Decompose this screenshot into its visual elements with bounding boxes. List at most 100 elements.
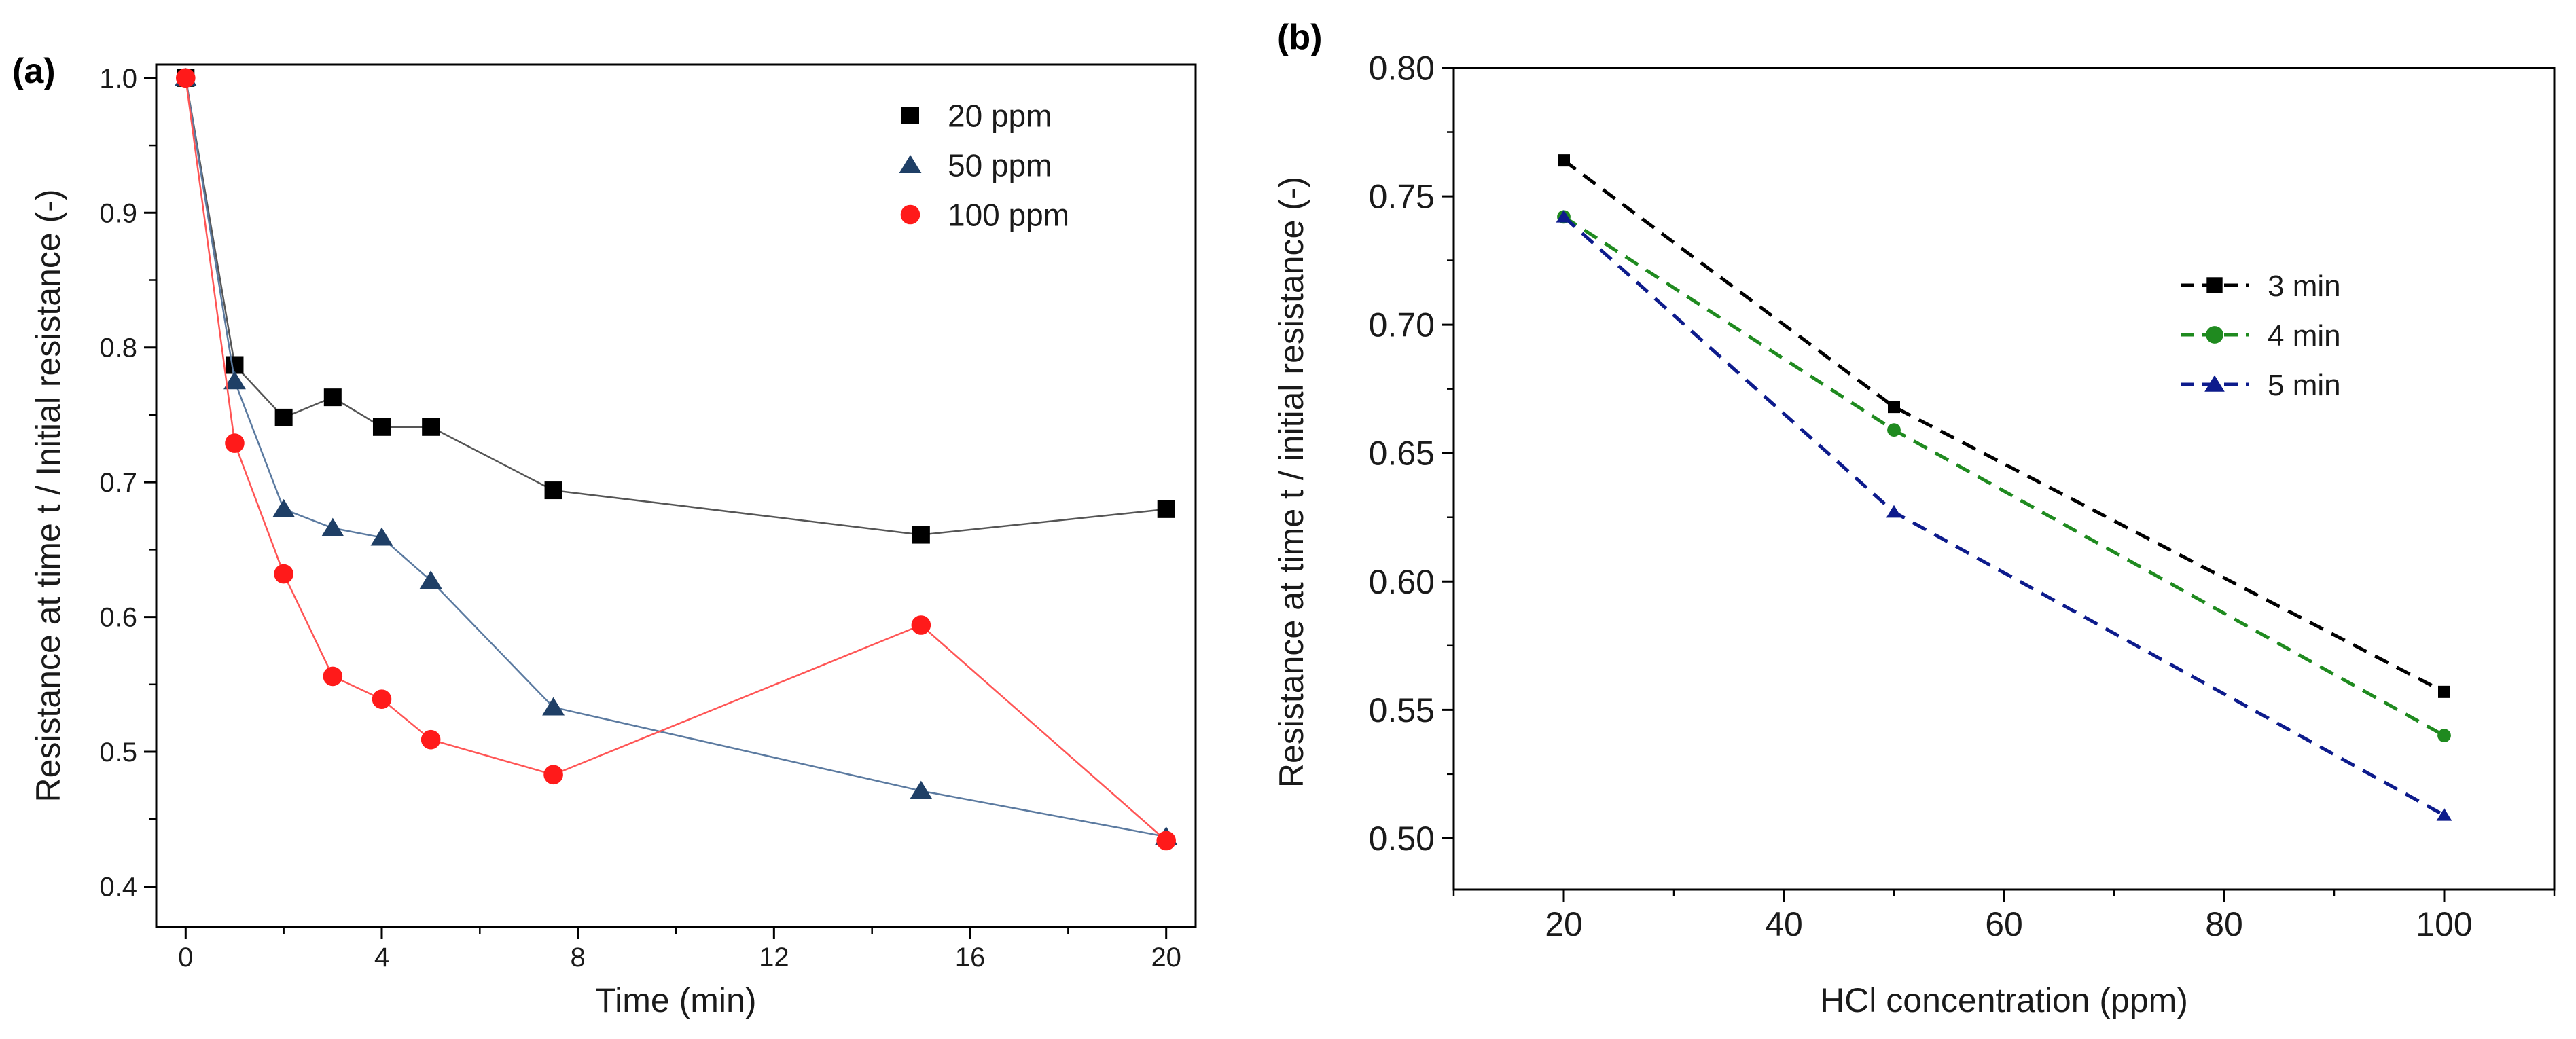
- series-line: [185, 77, 1167, 841]
- y-tick-label: 0.8: [99, 333, 137, 363]
- data-point: [272, 498, 296, 517]
- legend-label: 5 min: [2268, 369, 2341, 402]
- x-tick-label: 40: [1765, 905, 1803, 943]
- y-tick-label: 0.6: [99, 603, 137, 633]
- data-point: [2436, 807, 2452, 821]
- y-tick-label: 0.4: [99, 872, 137, 902]
- legend-marker: [2206, 326, 2223, 344]
- panel-b-x-axis-title: HCl concentration (ppm): [1820, 981, 2188, 1019]
- series-50-ppm: [174, 67, 1178, 845]
- data-point: [1886, 505, 1902, 518]
- series-line: [1562, 159, 2446, 694]
- legend-label: 20 ppm: [948, 98, 1052, 134]
- x-tick-label: 80: [2205, 905, 2243, 943]
- legend-item: 5 min: [2181, 369, 2341, 402]
- panel-a-x-axis-title: Time (min): [595, 981, 756, 1019]
- data-point: [2437, 729, 2451, 743]
- y-tick-label: 0.75: [1369, 178, 1435, 216]
- y-tick-label: 0.65: [1369, 435, 1435, 473]
- data-point: [911, 615, 931, 635]
- y-tick-label: 0.60: [1369, 563, 1435, 601]
- y-tick-label: 0.55: [1369, 691, 1435, 729]
- panel-b-y-axis-title: Resistance at time t / initial resistanc…: [1272, 177, 1310, 788]
- legend-label: 50 ppm: [948, 148, 1052, 183]
- data-point: [1156, 831, 1176, 851]
- legend-item: 4 min: [2181, 319, 2341, 352]
- y-tick-label: 1.0: [99, 64, 137, 94]
- legend-marker: [2204, 375, 2225, 392]
- legend-marker: [901, 107, 919, 124]
- panel-a-legend: 20 ppm 50 ppm 100 ppm: [899, 98, 1069, 233]
- data-point: [542, 697, 565, 716]
- legend-label: 100 ppm: [948, 198, 1069, 233]
- legend-marker: [900, 204, 920, 225]
- series-20-ppm: [177, 69, 1175, 544]
- data-point: [323, 666, 343, 687]
- y-tick-label: 0.70: [1369, 306, 1435, 344]
- panel-a-label: (a): [12, 52, 56, 91]
- legend-item: 50 ppm: [899, 148, 1052, 183]
- panel-b-series-group: [1556, 154, 2452, 821]
- x-tick-label: 4: [374, 943, 389, 972]
- legend-item: 20 ppm: [901, 98, 1052, 134]
- panel-a-y-axis-title: Resistance at time t / Initial resistanc…: [29, 189, 67, 802]
- panel-a-plot-frame: [155, 63, 1197, 928]
- data-point: [372, 418, 391, 436]
- panel-a-series-group: [174, 67, 1178, 851]
- y-tick-label: 0.80: [1369, 50, 1435, 88]
- data-point: [2438, 685, 2450, 698]
- x-tick-label: 0: [178, 943, 193, 972]
- legend-label: 4 min: [2268, 319, 2341, 352]
- series-line: [1562, 215, 2446, 817]
- data-point: [321, 517, 344, 536]
- y-tick-label: 0.5: [99, 737, 137, 767]
- y-tick-label: 0.7: [99, 468, 137, 498]
- data-point: [422, 418, 440, 436]
- y-tick-label: 0.9: [99, 198, 137, 228]
- data-point: [910, 780, 933, 799]
- x-tick-label: 12: [759, 943, 789, 972]
- data-point: [912, 526, 930, 544]
- x-tick-label: 8: [571, 943, 586, 972]
- data-point: [274, 408, 293, 426]
- legend-marker: [2206, 277, 2223, 293]
- legend-item: 3 min: [2181, 270, 2341, 303]
- data-point: [1888, 401, 1900, 414]
- x-tick-label: 100: [2416, 905, 2472, 943]
- x-tick-label: 20: [1151, 943, 1181, 972]
- panel-b-label: (b): [1277, 18, 1322, 57]
- panel-b-legend: 3 min 4 min 5 min: [2181, 270, 2341, 402]
- data-point: [543, 765, 563, 785]
- data-point: [223, 371, 246, 390]
- panel-b-axis-ticks: 20 40 60 80 100 0.50 0.55 0.60 0.65 0.70 0.75 0.80: [1369, 50, 2556, 943]
- series-line: [185, 77, 1166, 838]
- data-point: [1887, 423, 1901, 437]
- legend-marker: [899, 155, 922, 173]
- data-point: [225, 433, 245, 453]
- panel-b-concentration-chart: (b) 20 40 60 80 100 0.50 0.55 0.60 0.65 0.70 0.75 0…: [1272, 18, 2556, 1019]
- data-point: [421, 729, 441, 750]
- panel-a-axis-ticks: 0 4 8 12 16 20 0.4 0.5 0.6 0.7 0.8 0.9 1.0: [99, 64, 1181, 972]
- data-point: [1556, 209, 1572, 223]
- x-tick-label: 16: [955, 943, 986, 972]
- panel-b-plot-frame: [1452, 67, 2556, 891]
- panel-a-time-response-chart: (a) 0 4 8 12 16 20 0.4 0.5 0.6 0.7 0.8 0.9 1.0 20 pp…: [12, 52, 1197, 1019]
- data-point: [1157, 500, 1175, 518]
- data-point: [372, 689, 392, 709]
- x-tick-label: 20: [1545, 905, 1583, 943]
- data-point: [419, 570, 442, 589]
- data-point: [544, 481, 562, 500]
- data-point: [226, 356, 244, 374]
- data-point: [176, 68, 196, 88]
- series-line: [185, 77, 1166, 536]
- series-3-min: [1558, 154, 2450, 698]
- series-5-min: [1556, 209, 2452, 821]
- x-tick-label: 60: [1985, 905, 2023, 943]
- data-point: [1558, 154, 1570, 167]
- legend-item: 100 ppm: [900, 198, 1069, 233]
- data-point: [370, 527, 393, 546]
- legend-label: 3 min: [2268, 270, 2341, 303]
- data-point: [323, 388, 342, 407]
- y-tick-label: 0.50: [1369, 820, 1435, 858]
